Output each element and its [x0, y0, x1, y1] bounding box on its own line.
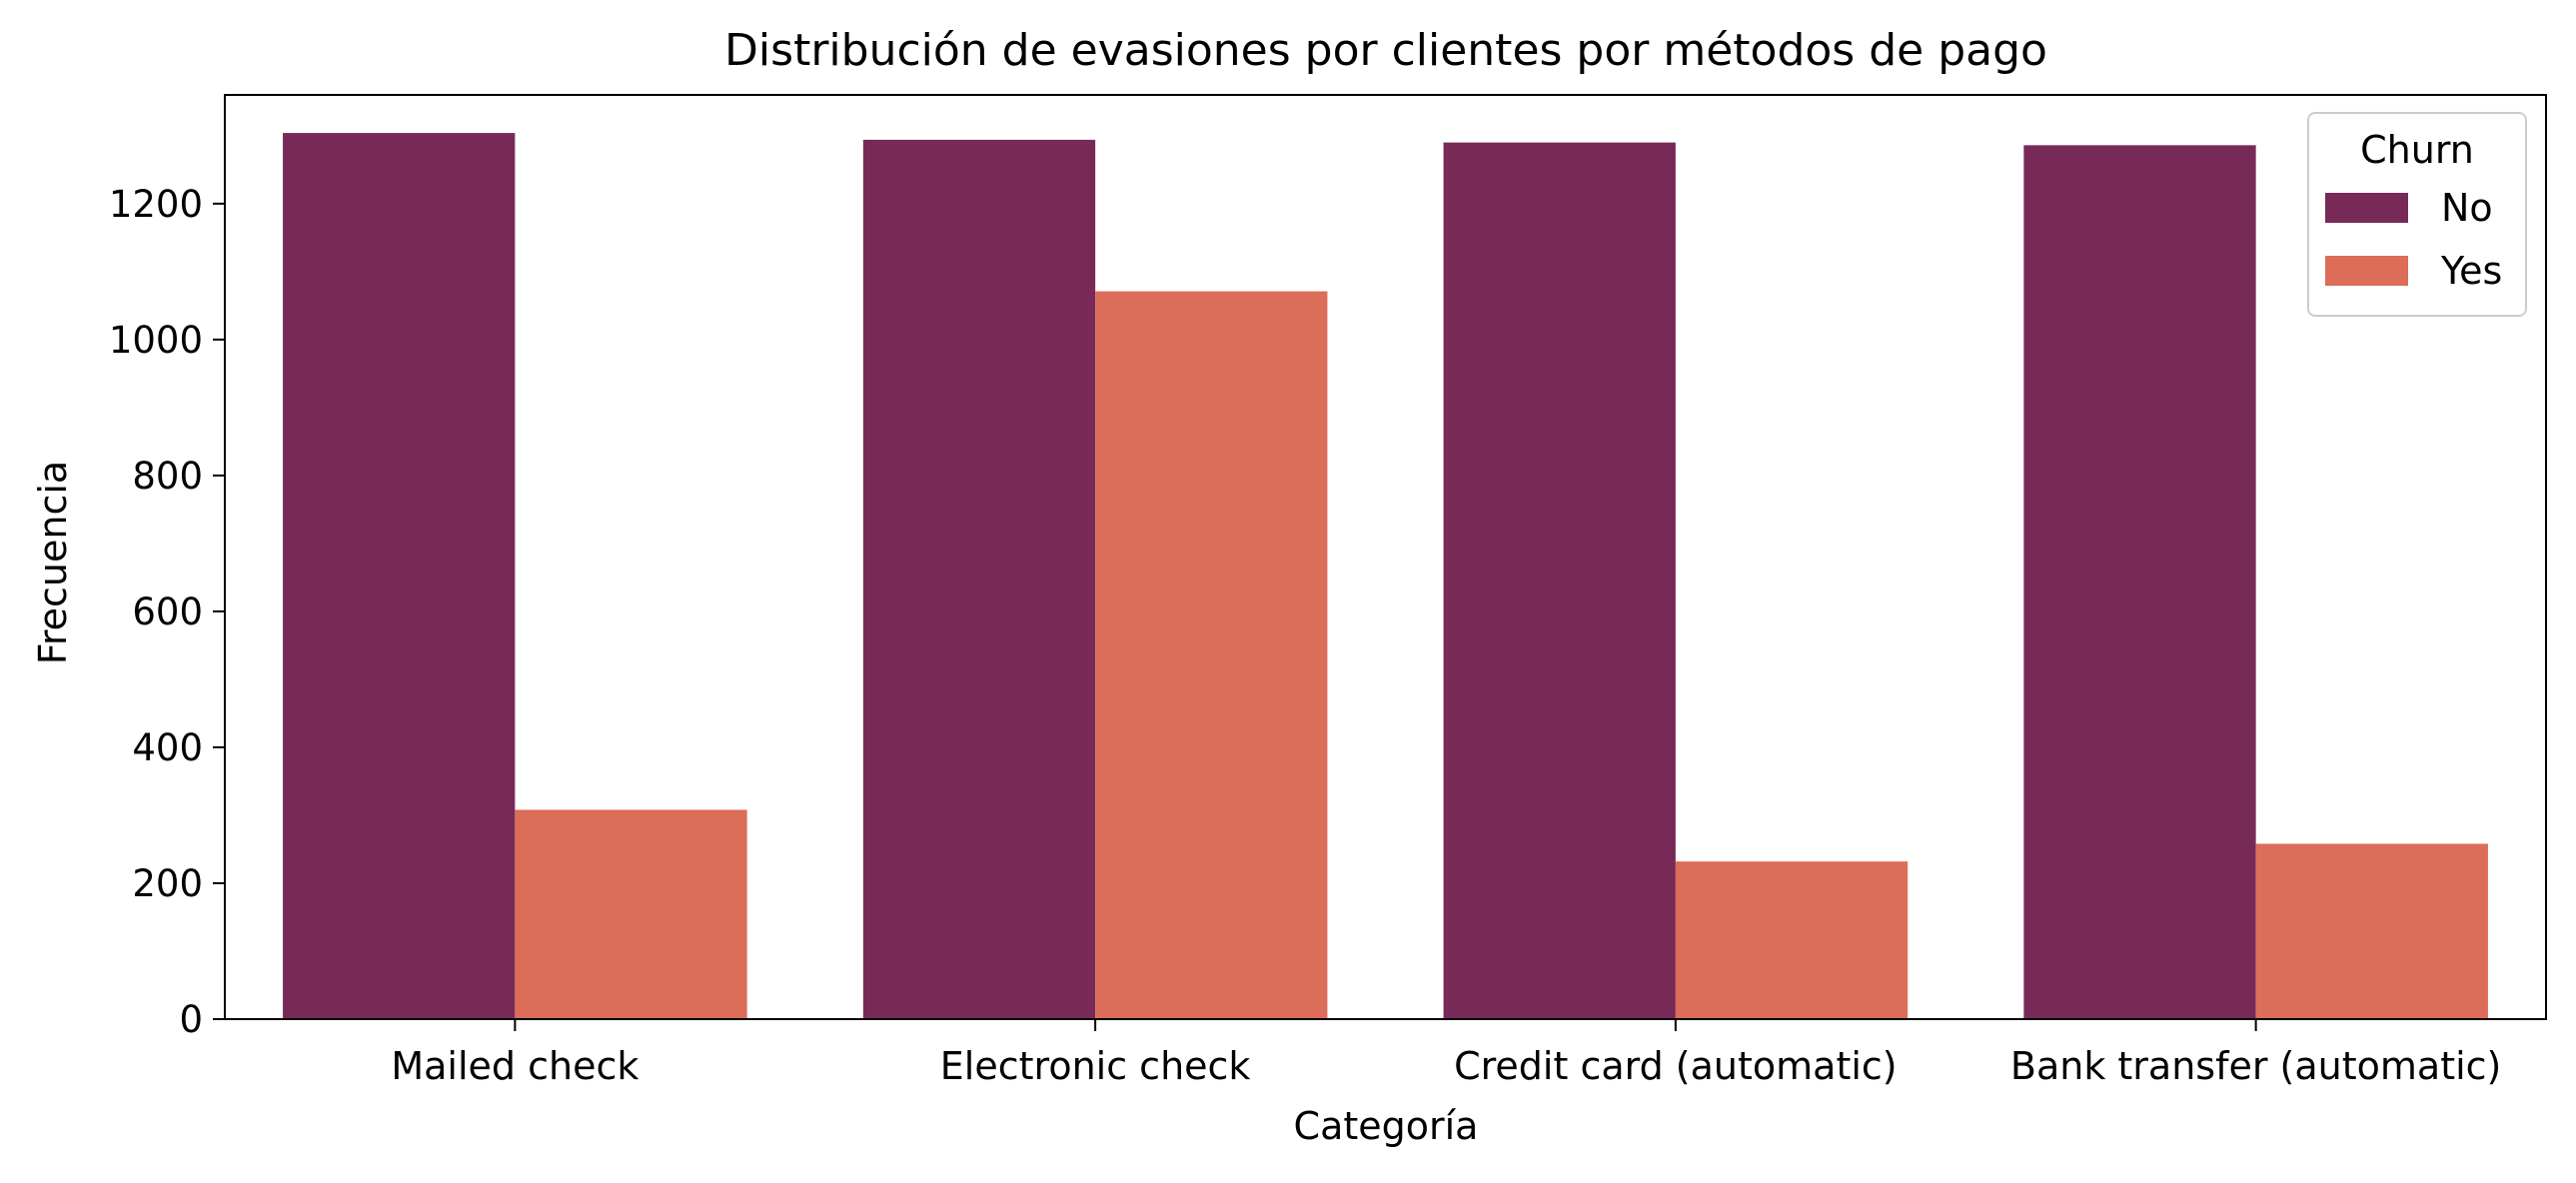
bar-no-3: [1443, 142, 1676, 1020]
x-tick-label: Bank transfer (automatic): [2010, 1044, 2502, 1088]
x-tick-label: Mailed check: [391, 1044, 639, 1088]
x-axis-label: Categoría: [1294, 1104, 1479, 1148]
y-axis-label: Frecuencia: [31, 461, 75, 664]
y-tick-label: 1200: [109, 183, 203, 226]
chart-title: Distribución de evasiones por clientes p…: [724, 25, 2047, 76]
bar-no-4: [2023, 145, 2256, 1019]
bar-yes-4: [2255, 843, 2488, 1019]
y-tick-label: 0: [179, 998, 203, 1041]
legend-swatch-no: [2325, 193, 2408, 223]
y-tick-label: 800: [132, 455, 203, 498]
x-axis: Mailed check Electronic check Credit card …: [391, 1019, 2501, 1088]
legend-swatch-yes: [2325, 256, 2408, 286]
y-tick-label: 600: [132, 591, 203, 633]
x-tick-label: Electronic check: [940, 1044, 1251, 1088]
plot-frame: [224, 94, 2547, 1020]
bar-yes-2: [1095, 291, 1328, 1019]
x-tick-label: Credit card (automatic): [1454, 1044, 1898, 1088]
y-tick-label: 200: [132, 862, 203, 905]
bar-yes-1: [515, 809, 747, 1019]
legend: Churn No Yes: [2307, 112, 2527, 317]
bar-yes-3: [1675, 861, 1909, 1019]
legend-label-yes: Yes: [2440, 249, 2502, 293]
bar-no-1: [283, 133, 516, 1020]
bar-no-2: [862, 139, 1096, 1019]
y-axis: 0 200 400 600 800 1000 1200: [109, 183, 225, 1041]
legend-label-no: No: [2441, 186, 2493, 230]
y-tick-label: 1000: [109, 319, 203, 362]
plot-area: [224, 94, 2547, 1020]
y-tick-label: 400: [132, 726, 203, 769]
legend-title: Churn: [2360, 128, 2474, 172]
